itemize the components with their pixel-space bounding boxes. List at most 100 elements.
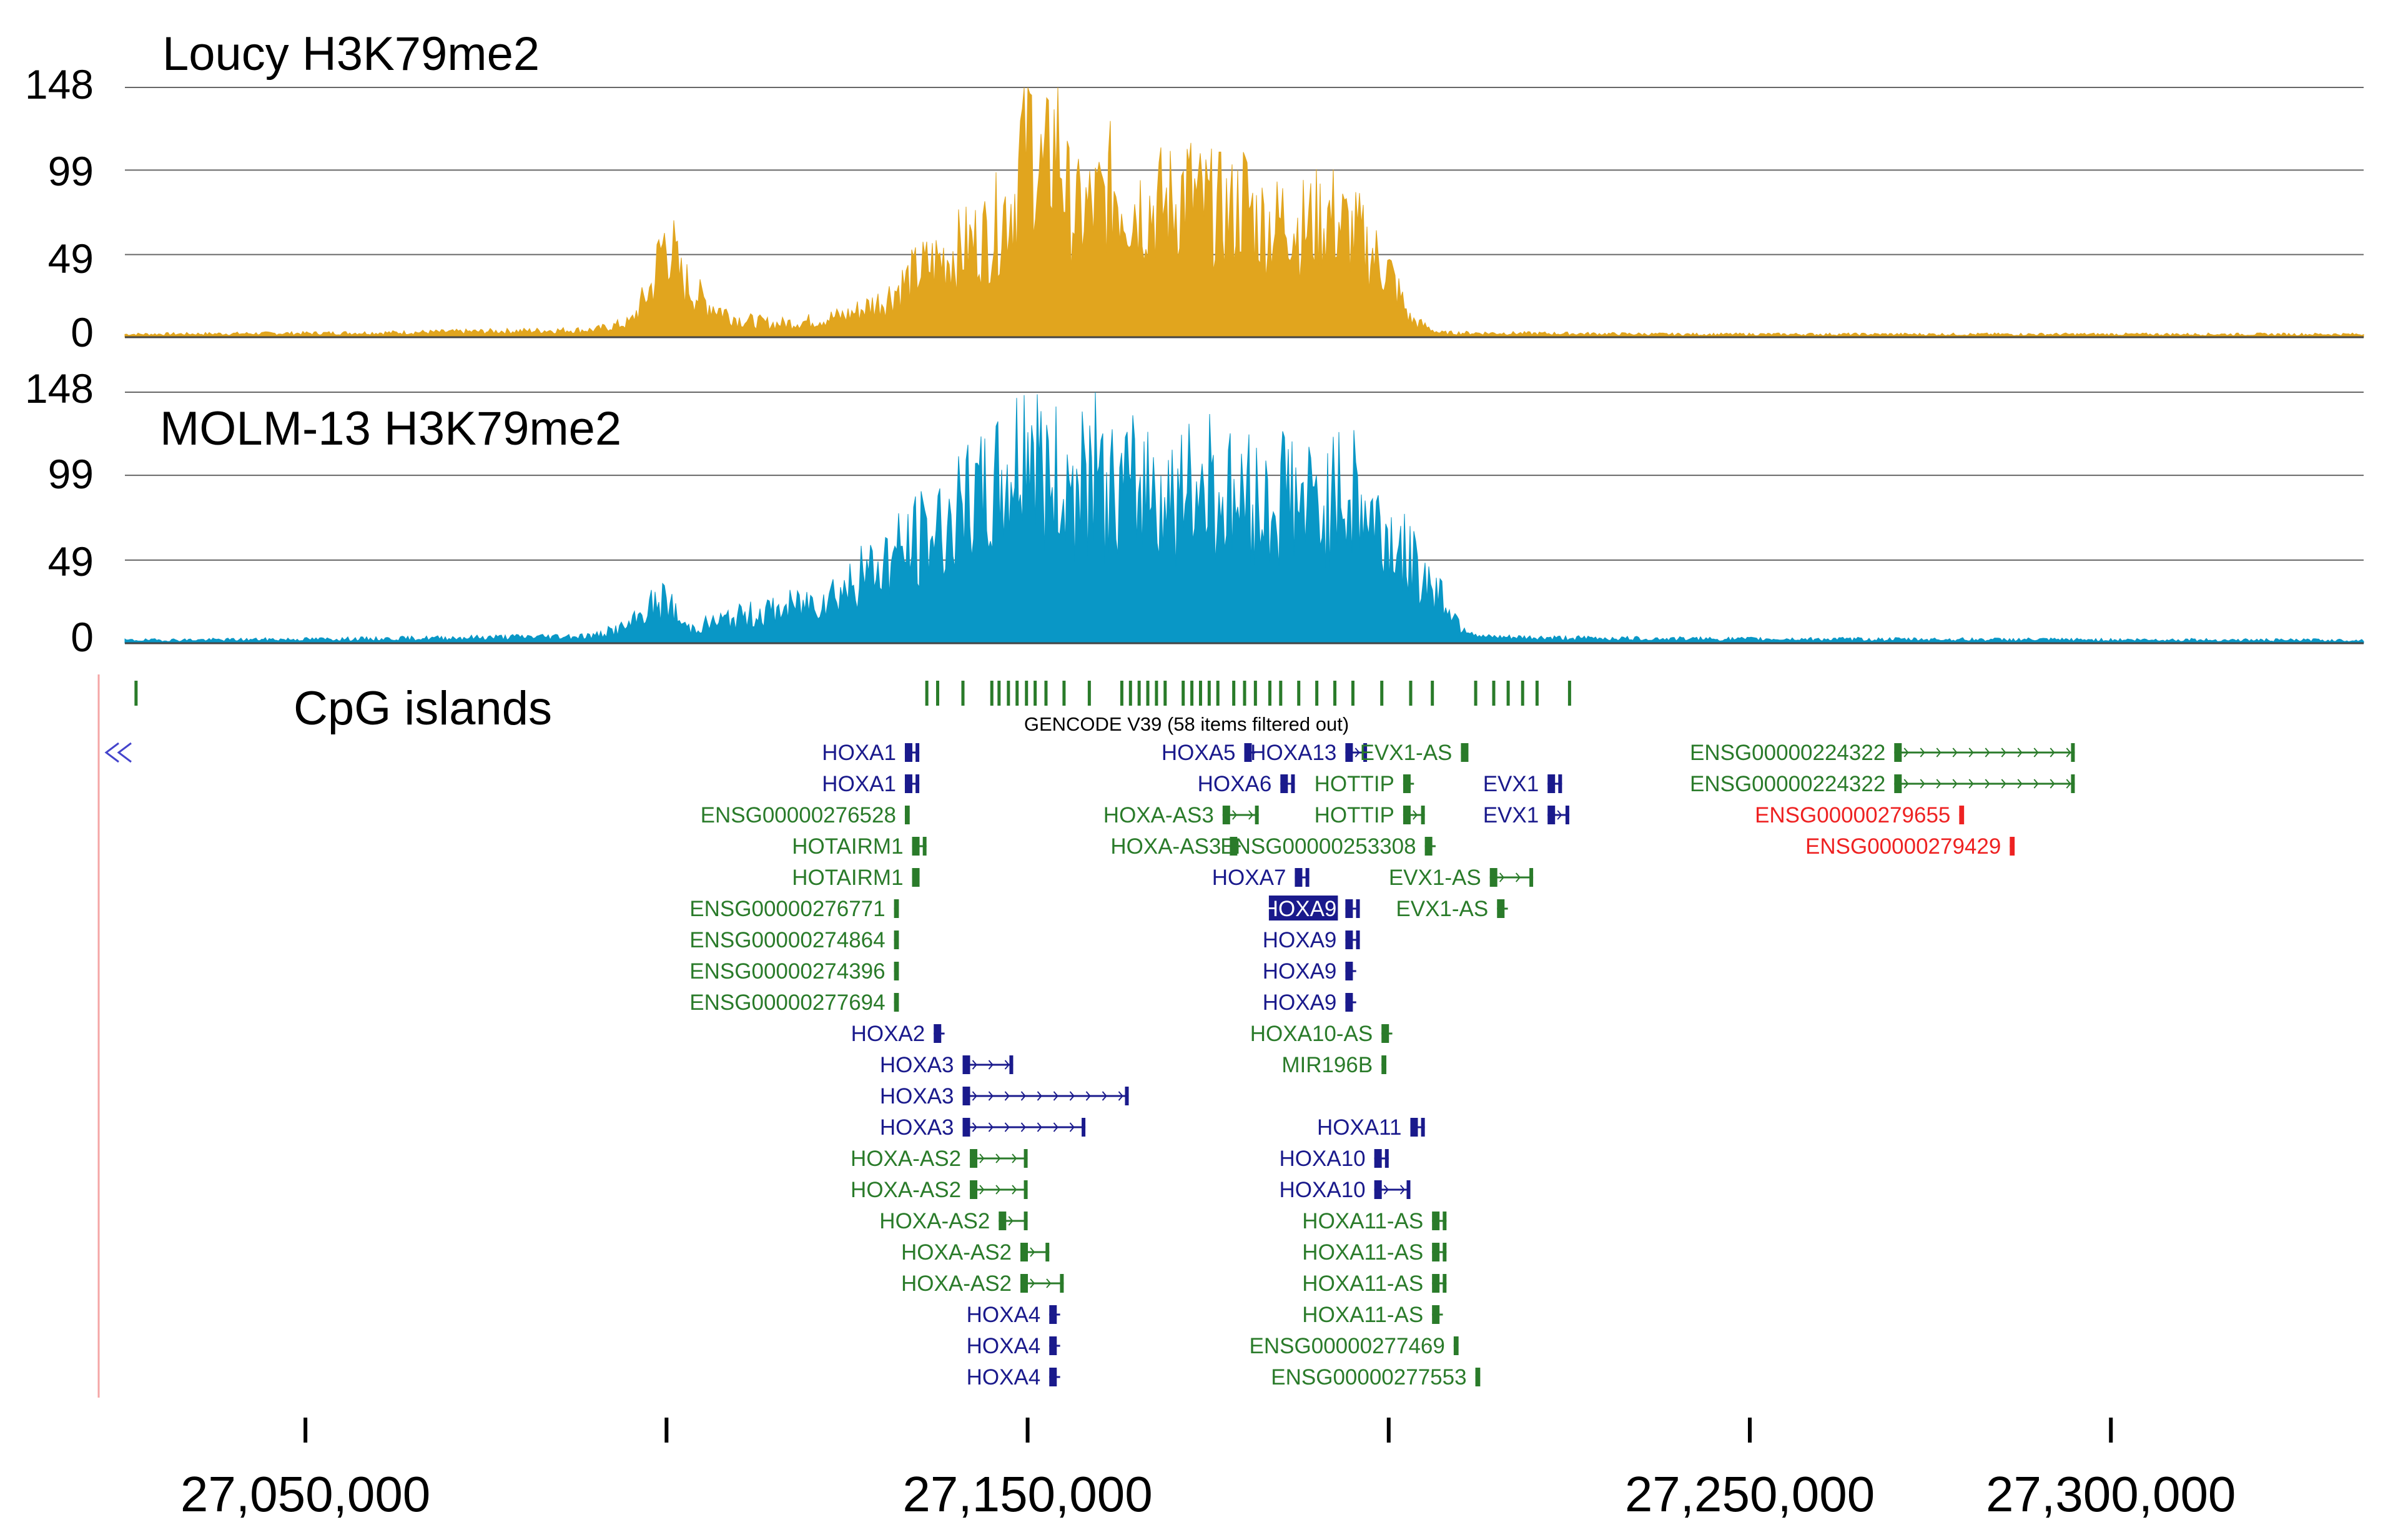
cpg-island — [1297, 681, 1301, 706]
gene-exon — [1421, 806, 1425, 824]
gene-label: HOXA9 — [1263, 897, 1337, 921]
gene-label: HOXA9 — [1263, 959, 1337, 984]
gene-label: HOXA11 — [1317, 1115, 1402, 1140]
gene-strand-arrow — [1012, 1153, 1017, 1163]
gene-exon — [912, 868, 920, 887]
gene-label: HOXA1 — [822, 741, 896, 765]
gene-label: HOXA9 — [1263, 990, 1337, 1015]
cpg-island — [1146, 681, 1150, 706]
gene-strand-arrow — [2001, 779, 2006, 789]
gene-exon — [1024, 1149, 1028, 1168]
gene-exon — [2010, 837, 2015, 856]
gene-label: ENSG00000274396 — [689, 959, 885, 984]
gene-exon — [1489, 868, 1497, 887]
gene-feature: HOXA1 — [822, 772, 920, 796]
gene-exon — [1345, 899, 1353, 918]
gene-strand-arrow — [995, 1185, 1001, 1195]
gene-feature: HOXA1 — [822, 741, 920, 765]
gene-strand-arrow — [988, 1122, 994, 1132]
gene-exon — [1024, 1212, 1028, 1230]
gene-feature: EVX1-AS — [1389, 866, 1534, 890]
cpg-island — [997, 681, 1001, 706]
gene-feature: HOXA-AS3 — [1103, 803, 1259, 827]
cpg-island — [1190, 681, 1194, 706]
gene-exon — [1082, 1118, 1086, 1137]
gene-label: HOTAIRM1 — [792, 834, 903, 859]
gencode-gene-track: GENCODE V39 (58 items filtered out) HOXA… — [97, 674, 2075, 1398]
gene-exon — [915, 774, 920, 793]
gene-exon — [1894, 774, 1902, 793]
gene-strand-arrow — [1069, 1091, 1075, 1101]
gene-exon — [1305, 868, 1310, 887]
gene-label: ENSG00000274864 — [689, 928, 885, 952]
gene-label: HOXA2 — [851, 1022, 925, 1046]
loucy-signal-area — [124, 87, 2364, 338]
cpg-island — [1431, 681, 1434, 706]
x-tick-label: 27,050,000 — [180, 1466, 430, 1522]
gene-feature: HOXA4 — [967, 1365, 1060, 1389]
gene-feature: MIR196B — [1281, 1053, 1387, 1077]
gene-feature: HOXA3 — [880, 1084, 1129, 1108]
gene-strand-arrow — [2050, 748, 2055, 758]
x-tick-label: 27,300,000 — [1986, 1466, 2236, 1522]
cpg-island — [1232, 681, 1236, 706]
gene-exon — [1461, 743, 1469, 762]
gene-label: EVX1-AS — [1389, 866, 1481, 890]
gene-exon — [1345, 743, 1353, 762]
gene-label: ENSG00000279655 — [1755, 803, 1950, 827]
gene-exon — [1959, 806, 1965, 824]
gene-exon — [1280, 774, 1288, 793]
gene-feature: HOXA13 — [1250, 741, 1368, 765]
gene-label: HOXA4 — [967, 1334, 1041, 1358]
gene-label: HOXA-AS2 — [851, 1147, 961, 1171]
gene-strand-arrow — [2066, 779, 2071, 789]
x-tick-label: 27,250,000 — [1625, 1466, 1875, 1522]
gene-feature: HOXA11-AS — [1302, 1209, 1447, 1233]
gene-exon — [1381, 1024, 1389, 1043]
gene-label: EVX1 — [1483, 772, 1539, 796]
gene-feature: ENSG00000224322 — [1690, 772, 2075, 796]
molm13-ytick-148: 148 — [25, 365, 94, 412]
cpg-island — [936, 681, 940, 706]
gene-strand-arrow — [1008, 1216, 1014, 1226]
gene-strand-arrow — [1030, 1247, 1035, 1257]
gene-exon — [962, 1055, 970, 1074]
gene-feature: HOXA11-AS — [1302, 1271, 1447, 1296]
gene-exon — [1475, 1368, 1481, 1386]
gene-label: HOXA-AS2 — [851, 1178, 961, 1202]
gene-strand-arrow — [1968, 779, 1974, 789]
gene-exon — [1443, 1274, 1447, 1293]
loucy-ytick-49: 49 — [48, 235, 94, 282]
cpg-island — [1535, 681, 1539, 706]
gene-exon — [904, 743, 912, 762]
gene-strand-arrow — [1952, 779, 1958, 789]
gene-label: HOXA13 — [1250, 741, 1336, 765]
cpg-island — [1007, 681, 1010, 706]
gene-strand-arrow — [1037, 1091, 1042, 1101]
gene-label: ENSG00000276771 — [689, 897, 885, 921]
gene-strand-arrow — [995, 1153, 1001, 1163]
gene-exon — [1497, 899, 1505, 918]
cpg-island — [1333, 681, 1337, 706]
gene-strand-arrow — [979, 1185, 985, 1195]
gene-exon — [1565, 806, 1569, 824]
gene-exon — [904, 774, 912, 793]
gene-strand-arrow — [1968, 748, 1974, 758]
gene-label: HOXA10-AS — [1250, 1022, 1373, 1046]
cpg-island — [1506, 681, 1510, 706]
gene-label: HOXA-AS2 — [879, 1209, 990, 1233]
gene-feature: ENSG00000276528 — [701, 803, 910, 827]
loucy-track-title: Loucy H3K79me2 — [162, 27, 540, 81]
gene-feature: ENSG00000253308 — [1220, 834, 1436, 859]
gene-feature: HOXA11 — [1317, 1115, 1425, 1140]
gene-feature: HOXA2 — [851, 1022, 945, 1046]
gene-exon — [1421, 1118, 1425, 1137]
gene-exon — [1345, 930, 1353, 949]
gene-strand-arrow — [1012, 1185, 1017, 1195]
gene-feature: EVX1-AS — [1360, 741, 1469, 765]
cpg-track-title: CpG islands — [294, 682, 552, 735]
gene-strand-arrow — [1383, 1185, 1389, 1195]
gene-label: HOXA3 — [880, 1115, 954, 1140]
gene-label: HOXA11-AS — [1302, 1209, 1423, 1233]
gene-feature: HOXA9 — [1263, 928, 1360, 952]
